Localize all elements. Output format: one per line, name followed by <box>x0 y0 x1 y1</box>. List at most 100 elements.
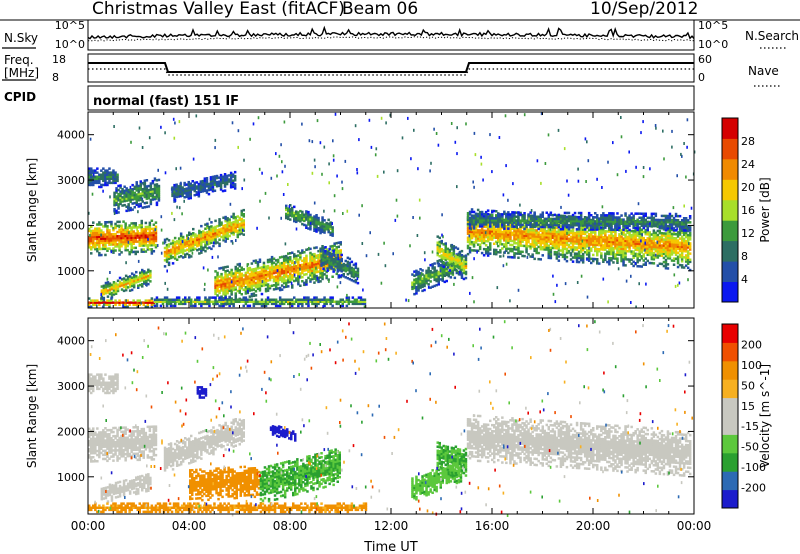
power-cell <box>248 287 252 290</box>
power-cell <box>104 181 107 185</box>
power-cell <box>90 175 93 178</box>
power-cell <box>317 256 320 259</box>
power-cell <box>616 249 619 252</box>
power-cell <box>648 247 651 250</box>
power-cell <box>108 247 111 250</box>
power-cell <box>624 251 627 255</box>
power-cell <box>321 247 324 250</box>
power-cell <box>626 226 629 230</box>
power-cell <box>541 254 544 257</box>
power-cell <box>179 248 183 252</box>
power-cell <box>232 288 235 292</box>
power-cell <box>139 198 142 202</box>
power-cell <box>194 241 197 244</box>
power-cell <box>108 173 111 176</box>
power-cell <box>427 270 430 274</box>
power-cell <box>220 287 223 290</box>
power-cell <box>305 210 308 213</box>
power-cell <box>331 275 334 278</box>
power-cell <box>640 251 643 254</box>
power-cell <box>499 224 502 228</box>
power-cell <box>94 245 97 249</box>
power-cell <box>278 272 282 275</box>
power-cell <box>644 261 647 264</box>
power-cell <box>246 285 250 289</box>
power-cell <box>102 173 105 176</box>
power-cell <box>106 291 110 294</box>
power-cell <box>141 268 144 272</box>
power-cell <box>324 250 327 253</box>
power-cell <box>315 246 318 249</box>
power-cell <box>282 275 286 279</box>
power-cell <box>450 248 454 251</box>
power-cell <box>468 225 472 228</box>
power-cell <box>503 221 506 224</box>
power-cell <box>632 250 635 253</box>
power-cell <box>573 222 577 225</box>
power-cell <box>154 237 158 241</box>
power-cell <box>658 262 662 265</box>
power-cell <box>415 271 418 275</box>
power-cell <box>96 237 99 241</box>
power-cell <box>543 233 546 237</box>
power-cell <box>342 275 345 278</box>
power-cell <box>450 260 454 263</box>
power-cell <box>215 185 219 188</box>
power-cell <box>684 246 688 249</box>
power-cell <box>441 273 444 276</box>
power-cell <box>491 226 494 229</box>
power-cell <box>295 210 298 213</box>
power-cell <box>668 240 672 244</box>
power-cell <box>555 214 559 217</box>
power-cell <box>531 226 534 230</box>
power-cell <box>620 222 623 225</box>
power-cell <box>264 281 268 285</box>
power-cell <box>92 181 95 185</box>
power-cell <box>606 214 609 217</box>
power-cell <box>354 270 358 274</box>
power-cell <box>238 264 241 268</box>
noise-tick-right-top: 10^5 <box>698 19 728 32</box>
power-cell <box>143 274 146 277</box>
power-cell <box>356 275 360 279</box>
power-cell <box>151 190 155 193</box>
power-cell <box>527 232 530 236</box>
power-cell <box>140 225 143 229</box>
power-cell <box>638 232 641 235</box>
power-cell <box>555 251 559 254</box>
power-cell <box>482 221 486 224</box>
power-cell <box>335 248 338 251</box>
power-cell <box>149 190 153 193</box>
power-cell <box>622 237 625 240</box>
power-cell <box>503 219 506 222</box>
power-cell <box>96 177 99 181</box>
power-cell <box>303 283 306 287</box>
power-cell <box>143 201 147 205</box>
power-cell <box>577 228 581 231</box>
power-cell <box>612 251 615 254</box>
power-cell <box>620 243 623 246</box>
power-cell <box>638 238 641 242</box>
power-cell <box>579 242 583 246</box>
power-cell <box>240 219 243 223</box>
power-cell <box>108 239 111 242</box>
power-cell <box>525 234 528 238</box>
power-cell <box>489 236 492 239</box>
power-cell <box>149 276 152 279</box>
power-cell <box>167 239 171 242</box>
power-cell <box>630 220 633 223</box>
power-cell <box>319 229 322 233</box>
power-cell <box>529 247 532 250</box>
power-cell <box>618 237 621 240</box>
power-cell <box>632 218 635 221</box>
power-cell <box>476 212 480 216</box>
power-cell <box>171 239 175 243</box>
power-cell <box>634 252 637 256</box>
power-cell <box>436 251 439 255</box>
power-cell <box>612 228 615 231</box>
power-cell <box>688 236 692 239</box>
power-cell <box>276 258 280 262</box>
power-cell <box>350 270 354 274</box>
power-cell <box>590 228 593 231</box>
power-cell <box>612 216 615 219</box>
